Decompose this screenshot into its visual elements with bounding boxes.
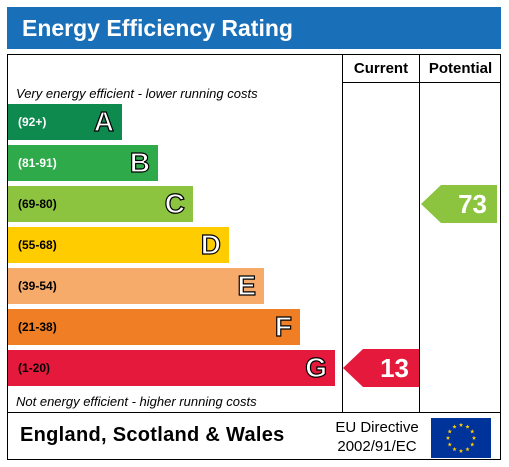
band-range: (1-20) <box>18 361 51 375</box>
header-divider <box>342 82 501 83</box>
potential-rating-value: 73 <box>458 189 487 219</box>
star-icon <box>452 446 457 452</box>
divider-potential <box>419 54 420 412</box>
band-letter: B <box>129 146 150 178</box>
current-rating-arrow: 13 <box>343 349 419 387</box>
footer-divider <box>7 412 501 413</box>
band-letter: F <box>274 310 292 342</box>
star-icon <box>458 422 464 427</box>
directive-line-1: EU Directive <box>335 419 419 436</box>
band-letter: D <box>200 228 221 260</box>
band-e: (39-54) E <box>8 268 264 304</box>
note-bottom: Not energy efficient - higher running co… <box>16 394 257 409</box>
band-letter: G <box>305 351 328 383</box>
country-label: England, Scotland & Wales <box>20 424 285 446</box>
band-range: (39-54) <box>18 279 57 293</box>
band-letter: A <box>93 105 114 137</box>
rating-table <box>7 54 501 460</box>
band-d: (55-68) D <box>8 227 229 263</box>
divider-current <box>342 54 343 412</box>
star-icon <box>447 442 452 447</box>
band-letter: C <box>164 187 185 219</box>
star-icon <box>445 435 451 440</box>
potential-rating-arrow: 73 <box>421 185 497 223</box>
column-current: Current <box>353 60 409 77</box>
star-icon <box>447 429 452 434</box>
band-range: (81-91) <box>18 156 57 170</box>
current-rating-value: 13 <box>380 353 409 383</box>
note-top: Very energy efficient - lower running co… <box>16 86 258 101</box>
band-letter: E <box>237 269 257 301</box>
directive-line-2: 2002/91/EC <box>337 438 417 455</box>
band-range: (69-80) <box>18 197 57 211</box>
star-icon <box>470 429 475 434</box>
band-c: (69-80) C <box>8 186 193 222</box>
eu-flag-icon <box>431 418 491 458</box>
star-icon <box>452 424 457 429</box>
column-potential: Potential <box>428 60 493 77</box>
star-icon <box>465 424 470 429</box>
star-icon <box>465 446 470 452</box>
star-icon <box>458 448 464 453</box>
band-f: (21-38) F <box>8 309 300 345</box>
band-a: (92+) A <box>8 104 122 140</box>
band-g: (1-20) G <box>8 350 335 386</box>
band-b: (81-91) B <box>8 145 158 181</box>
band-range: (92+) <box>18 115 47 129</box>
band-range: (55-68) <box>18 238 57 252</box>
star-icon <box>471 435 477 440</box>
band-range: (21-38) <box>18 320 57 334</box>
star-icon <box>470 442 475 447</box>
eu-directive: EU Directive 2002/91/EC <box>324 418 430 456</box>
page-title: Energy Efficiency Rating <box>7 7 501 49</box>
